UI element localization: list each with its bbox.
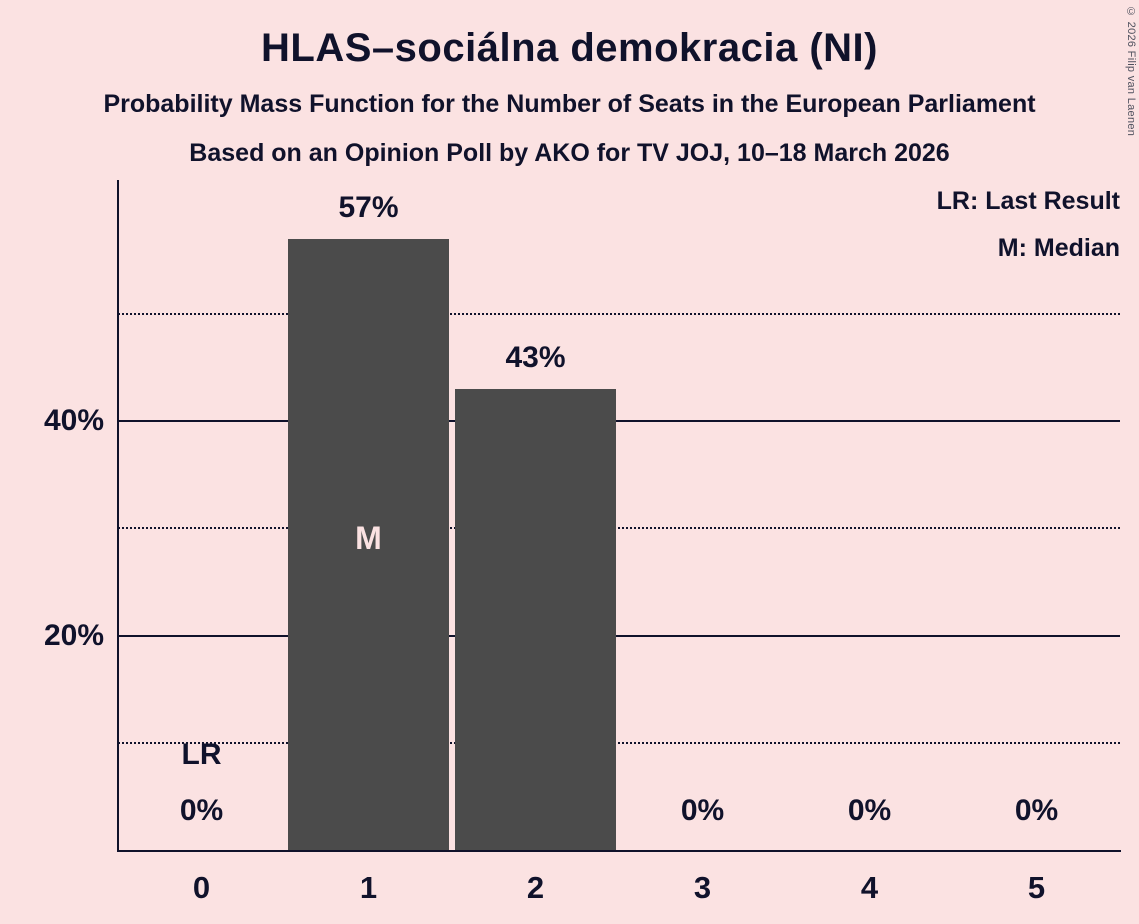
bar-value-label: 0% <box>847 794 892 827</box>
bar-value-label: 57% <box>338 190 399 224</box>
bar-value-label: 0% <box>179 794 224 827</box>
gridline-dotted <box>118 313 1120 315</box>
gridline-dotted <box>118 741 1120 744</box>
y-axis-tick-label: 20% <box>43 618 104 652</box>
chart-title: HLAS–sociálna demokracia (NI) <box>261 26 878 70</box>
bar <box>288 238 449 850</box>
bar-value-label: 0% <box>1014 794 1059 827</box>
x-axis-tick-label: 3 <box>693 870 712 905</box>
bar-value-label: 0% <box>680 794 725 827</box>
gridline-dotted <box>118 527 1120 530</box>
legend-last-result: LR: Last Result <box>936 187 1120 215</box>
bar <box>455 389 616 850</box>
copyright-notice: © 2026 Filip van Laenen <box>1125 6 1137 137</box>
x-axis-tick-label: 4 <box>860 870 879 905</box>
y-axis-tick-label: 40% <box>43 404 104 438</box>
x-axis-tick-label: 1 <box>359 870 378 905</box>
x-axis-tick-label: 5 <box>1027 870 1046 905</box>
chart-source-line: Based on an Opinion Poll by AKO for TV J… <box>189 139 950 167</box>
gridline-solid <box>118 634 1120 637</box>
x-axis-tick-label: 2 <box>526 870 545 905</box>
gridline-solid <box>118 420 1120 423</box>
y-axis-line <box>117 180 119 852</box>
median-label: M <box>355 520 382 557</box>
last-result-label: LR <box>181 738 222 771</box>
legend-median: M: Median <box>997 234 1120 262</box>
x-axis-tick-label: 0 <box>192 870 211 905</box>
chart-subtitle: Probability Mass Function for the Number… <box>103 90 1036 118</box>
bar-value-label: 43% <box>505 341 566 375</box>
x-axis-line <box>117 850 1121 852</box>
